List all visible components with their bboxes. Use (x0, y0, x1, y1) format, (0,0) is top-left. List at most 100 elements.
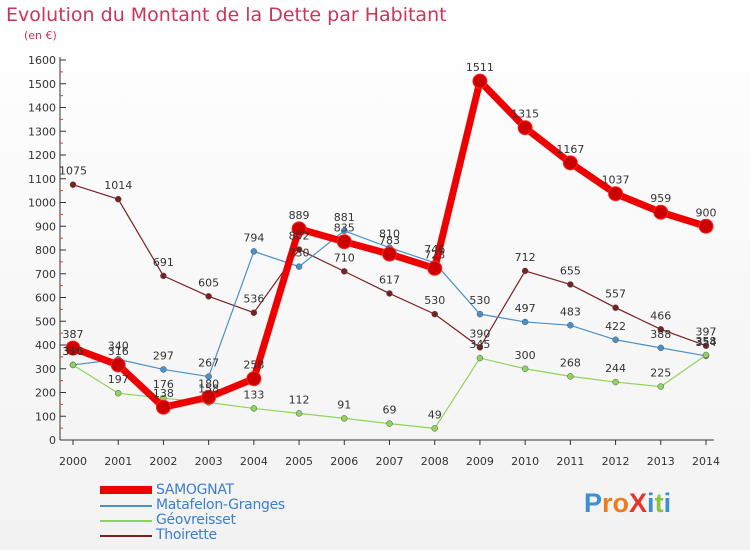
data-point-matafelon-granges (250, 248, 258, 255)
legend-swatch (100, 486, 152, 494)
data-label-g-ovreisset: 91 (337, 398, 351, 411)
data-point-g-ovreisset (295, 410, 303, 417)
y-tick-label: 400 (35, 339, 56, 352)
y-tick-label: 300 (35, 363, 56, 376)
x-tick-label: 2010 (511, 455, 539, 468)
logo-letter: o (612, 488, 630, 518)
data-label-thoirette: 617 (379, 273, 400, 286)
data-point-g-ovreisset (612, 378, 619, 386)
y-tick-label: 1200 (28, 149, 56, 162)
chart-legend: SAMOGNAT Matafelon-Granges Géovreisset Thoi… (100, 482, 360, 544)
data-point-matafelon-granges (160, 366, 167, 373)
data-point-g-ovreisset (386, 420, 393, 427)
x-tick-label: 2011 (556, 455, 584, 468)
chart-unit-label: (en €) (24, 29, 57, 42)
data-point-matafelon-granges (612, 336, 619, 344)
data-point-samognat (562, 155, 578, 171)
data-point-thoirette (250, 309, 258, 316)
x-tick-label: 2003 (195, 455, 223, 468)
data-label-matafelon-granges: 354 (696, 336, 717, 349)
legend-item-samognat: SAMOGNAT (100, 482, 360, 499)
data-label-g-ovreisset: 49 (428, 408, 442, 421)
y-tick-label: 1600 (28, 54, 56, 67)
data-point-g-ovreisset (114, 389, 122, 397)
y-tick-label: 1400 (28, 102, 56, 115)
data-point-samognat (472, 73, 488, 89)
logo-letter: X (629, 488, 648, 518)
y-tick-label: 200 (35, 387, 56, 400)
data-label-matafelon-granges: 340 (108, 339, 129, 352)
data-label-matafelon-granges: 422 (605, 320, 626, 333)
data-point-g-ovreisset (521, 365, 529, 372)
data-point-matafelon-granges (521, 318, 529, 326)
data-point-g-ovreisset (341, 415, 348, 422)
data-label-matafelon-granges: 530 (469, 294, 490, 307)
data-point-thoirette (702, 342, 710, 349)
data-label-thoirette: 712 (515, 251, 536, 264)
data-point-thoirette (476, 344, 484, 351)
data-label-g-ovreisset: 244 (605, 362, 626, 375)
data-label-samognat: 783 (379, 234, 400, 247)
legend-swatch (100, 505, 152, 507)
data-label-g-ovreisset: 358 (696, 335, 717, 348)
data-label-thoirette: 655 (560, 264, 581, 277)
data-label-thoirette: 466 (650, 309, 671, 322)
chart-title: Evolution du Montant de la Dette par Hab… (6, 4, 447, 26)
x-tick-label: 2000 (59, 455, 87, 468)
x-tick-label: 2007 (376, 455, 404, 468)
data-point-g-ovreisset (657, 383, 665, 390)
data-label-g-ovreisset: 345 (469, 338, 490, 351)
y-tick-label: 1000 (28, 197, 56, 210)
data-label-matafelon-granges: 316 (63, 345, 84, 358)
data-point-samognat (336, 234, 352, 250)
data-label-samognat: 387 (63, 328, 84, 341)
data-label-thoirette: 691 (153, 256, 174, 269)
data-label-samognat: 889 (289, 209, 310, 222)
data-label-g-ovreisset: 197 (108, 373, 129, 386)
data-point-samognat (201, 389, 217, 405)
data-point-thoirette (69, 181, 77, 188)
x-tick-label: 2006 (330, 455, 358, 468)
data-label-thoirette: 1075 (59, 165, 87, 178)
x-tick-label: 2004 (240, 455, 268, 468)
x-tick-label: 2009 (466, 455, 494, 468)
legend-item-matafelon-granges: Matafelon-Granges (100, 497, 360, 514)
data-point-samognat (291, 221, 307, 237)
y-tick-label: 900 (35, 220, 56, 233)
data-label-matafelon-granges: 881 (334, 211, 355, 224)
data-label-samognat: 900 (696, 206, 717, 219)
data-label-thoirette: 390 (469, 327, 490, 340)
legend-label: SAMOGNAT (156, 482, 234, 498)
data-point-g-ovreisset (250, 405, 258, 412)
data-point-matafelon-granges (657, 344, 665, 352)
data-label-g-ovreisset: 268 (560, 356, 581, 369)
data-point-thoirette (567, 281, 574, 288)
data-label-samognat: 180 (198, 377, 219, 390)
data-point-thoirette (657, 326, 665, 333)
data-label-samognat: 1167 (556, 143, 584, 156)
data-point-samognat (653, 204, 669, 220)
data-label-thoirette: 530 (424, 294, 445, 307)
data-point-samognat (427, 260, 443, 276)
data-label-thoirette: 605 (198, 276, 219, 289)
data-point-g-ovreisset (476, 354, 484, 362)
data-label-thoirette: 802 (289, 230, 310, 243)
x-tick-label: 2008 (421, 455, 449, 468)
data-point-g-ovreisset (431, 425, 438, 432)
data-point-samognat (517, 120, 533, 136)
x-tick-label: 2014 (692, 455, 720, 468)
data-point-g-ovreisset (567, 373, 574, 380)
y-tick-label: 600 (35, 292, 56, 305)
x-tick-label: 2013 (647, 455, 675, 468)
legend-label: Matafelon-Granges (156, 497, 285, 513)
data-point-samognat (246, 371, 262, 387)
data-point-matafelon-granges (567, 322, 574, 329)
y-tick-label: 1300 (28, 125, 56, 138)
data-point-thoirette (612, 304, 619, 311)
data-label-matafelon-granges: 497 (515, 302, 536, 315)
x-tick-label: 2012 (602, 455, 630, 468)
y-tick-label: 1500 (28, 78, 56, 91)
y-tick-label: 700 (35, 268, 56, 281)
data-label-samognat: 1511 (466, 61, 494, 74)
